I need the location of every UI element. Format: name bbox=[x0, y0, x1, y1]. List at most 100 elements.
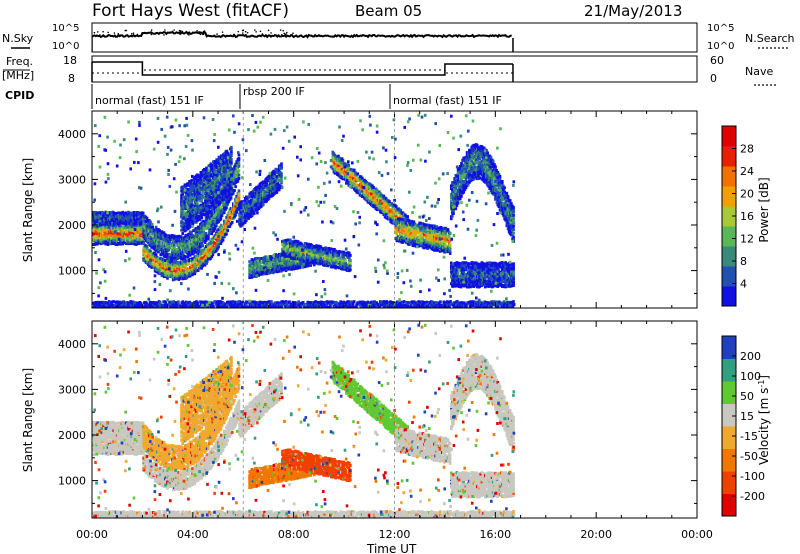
echo-cell bbox=[419, 233, 423, 237]
nave-label: Nave bbox=[745, 65, 773, 78]
echo-cell bbox=[200, 266, 203, 270]
echo-cell bbox=[234, 172, 237, 176]
noise-panel: N.Sky 10^5 10^0 10^5 10^0 N.Search bbox=[2, 22, 795, 53]
echo-cell bbox=[333, 153, 337, 157]
cpid-segment-3: normal (fast) 151 IF bbox=[393, 94, 502, 107]
echo-cell bbox=[154, 225, 158, 229]
echo-cell bbox=[237, 189, 241, 193]
noise-search-point bbox=[267, 29, 270, 32]
echo-cell bbox=[237, 173, 241, 177]
echo-cell bbox=[213, 168, 216, 172]
echo-cell bbox=[99, 238, 103, 242]
echo-cell bbox=[202, 231, 206, 235]
echo-cell bbox=[209, 165, 213, 169]
echo-cell bbox=[221, 200, 225, 204]
echo-cell bbox=[253, 211, 256, 215]
echo-cell bbox=[257, 190, 261, 194]
echo-cell bbox=[337, 266, 341, 270]
echo-cell bbox=[204, 168, 207, 172]
echo-cell bbox=[289, 255, 292, 258]
echo-cell bbox=[190, 205, 193, 209]
echo-cell bbox=[349, 259, 352, 262]
noise-search-point bbox=[117, 32, 120, 35]
echo-cell bbox=[372, 186, 375, 189]
echo-cell bbox=[395, 232, 399, 236]
echo-cell bbox=[277, 188, 281, 192]
echo-cell bbox=[140, 214, 144, 217]
echo-cell bbox=[268, 259, 272, 263]
echo-cell bbox=[204, 198, 207, 202]
echo-cell bbox=[135, 219, 138, 223]
echo-cell bbox=[213, 241, 217, 245]
echo-cell bbox=[215, 249, 218, 253]
echo-cell bbox=[196, 269, 200, 272]
noise-search-point bbox=[196, 30, 198, 32]
echo-cell bbox=[188, 247, 192, 251]
echo-cell bbox=[216, 247, 219, 251]
echo-cell bbox=[199, 208, 203, 212]
echo-cell bbox=[240, 201, 244, 205]
echo-cell bbox=[348, 251, 351, 255]
echo-cell bbox=[226, 229, 229, 233]
echo-cell bbox=[175, 249, 178, 253]
echo-cell bbox=[194, 269, 198, 273]
echo-cell bbox=[280, 174, 283, 178]
frequency-series bbox=[92, 61, 513, 76]
echo-cell bbox=[184, 216, 188, 220]
echo-cell bbox=[219, 242, 223, 245]
echo-cell bbox=[230, 145, 233, 149]
echo-cell bbox=[431, 227, 435, 231]
noise-search-point bbox=[179, 31, 182, 34]
echo-cell bbox=[102, 224, 105, 228]
echo-cell bbox=[190, 178, 193, 182]
echo-cell bbox=[225, 227, 228, 231]
echo-cell bbox=[210, 255, 214, 259]
echo-cell bbox=[277, 267, 281, 271]
echo-cell bbox=[283, 252, 286, 256]
echo-cell bbox=[230, 154, 233, 157]
echo-cell bbox=[207, 224, 210, 228]
echo-cell bbox=[417, 230, 420, 234]
noise-search-point bbox=[241, 32, 244, 34]
echo-cell bbox=[195, 230, 199, 234]
echo-cell bbox=[210, 237, 214, 241]
cpid-segment-1: normal (fast) 151 IF bbox=[95, 94, 204, 107]
echo-cell bbox=[246, 212, 249, 216]
echo-cell bbox=[115, 238, 119, 242]
echo-cell bbox=[259, 185, 263, 189]
echo-cell bbox=[229, 163, 232, 167]
noise-search-point bbox=[181, 30, 184, 33]
echo-cell bbox=[230, 158, 233, 161]
echo-cell bbox=[421, 236, 425, 240]
noise-search-point bbox=[237, 30, 240, 33]
echo-cell bbox=[112, 238, 115, 242]
echo-cell bbox=[180, 213, 183, 217]
echo-cell bbox=[192, 247, 195, 251]
echo-cell bbox=[428, 226, 432, 230]
noise-search-point bbox=[171, 30, 174, 33]
echo-cell bbox=[191, 188, 195, 192]
echo-cell bbox=[202, 252, 206, 256]
echo-cell bbox=[229, 185, 232, 188]
echo-cell bbox=[162, 231, 166, 235]
echo-cell bbox=[107, 211, 111, 215]
echo-cell bbox=[139, 217, 143, 221]
echo-cell bbox=[181, 261, 184, 265]
echo-cell bbox=[225, 149, 229, 153]
noise-search-point bbox=[255, 31, 257, 33]
echo-cell bbox=[178, 271, 182, 275]
echo-cell bbox=[282, 250, 285, 254]
echo-cell bbox=[206, 174, 209, 178]
echo-cell bbox=[248, 268, 251, 272]
echo-cell bbox=[157, 250, 160, 254]
echo-cell bbox=[208, 254, 211, 258]
echo-cell bbox=[388, 200, 391, 204]
echo-cell bbox=[251, 262, 255, 265]
echo-cell bbox=[400, 217, 403, 221]
echo-cell bbox=[425, 243, 428, 247]
echo-cell bbox=[395, 205, 398, 209]
echo-cell bbox=[178, 269, 182, 273]
echo-cell bbox=[341, 177, 345, 181]
echo-cell bbox=[262, 202, 265, 206]
echo-cell bbox=[344, 259, 348, 263]
